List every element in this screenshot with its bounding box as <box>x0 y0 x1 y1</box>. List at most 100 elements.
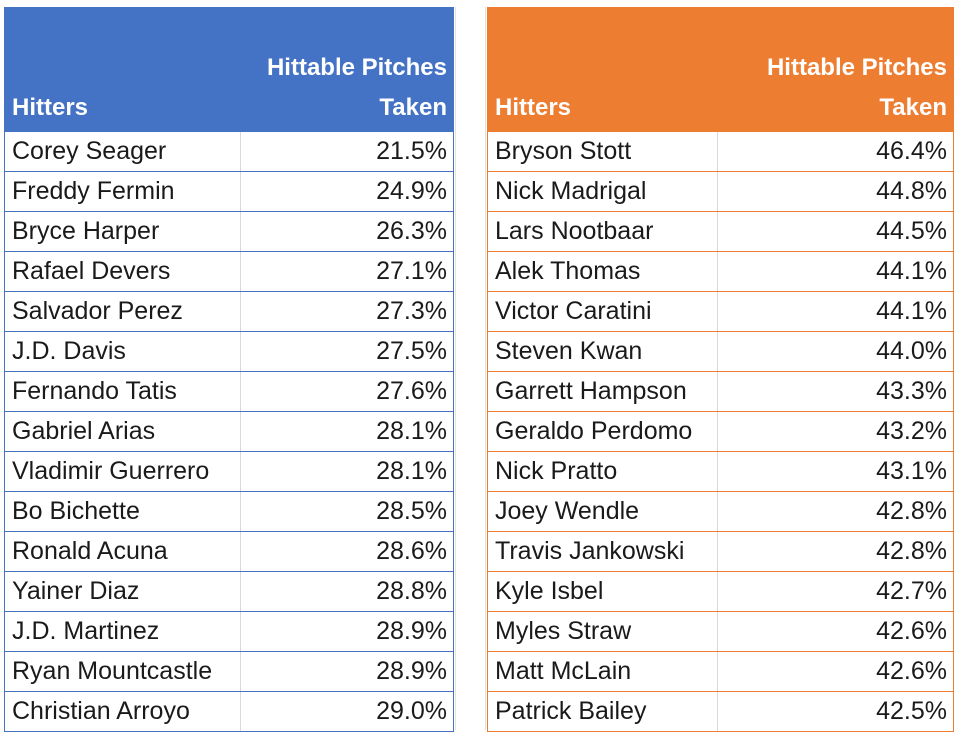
table-row: Steven Kwan 44.0% <box>487 331 954 372</box>
hitter-name-cell: Fernando Tatis <box>4 371 241 412</box>
hitter-name-cell: Myles Straw <box>487 611 718 652</box>
hittable-pitches-taken-cell: 28.5% <box>240 491 454 532</box>
hittable-pitches-taken-cell: 28.1% <box>240 411 454 452</box>
hitter-name-cell: Travis Jankowski <box>487 531 718 572</box>
column-header-hittable-pitches-taken: Hittable Pitches Taken <box>240 7 454 132</box>
table-row: Nick Madrigal 44.8% <box>487 171 954 212</box>
hittable-pitches-taken-cell: 44.8% <box>717 171 954 212</box>
hittable-pitches-taken-cell: 24.9% <box>240 171 454 212</box>
table-row: Geraldo Perdomo 43.2% <box>487 411 954 452</box>
hittable-pitches-taken-cell: 28.6% <box>240 531 454 572</box>
hittable-pitches-taken-cell: 44.1% <box>717 251 954 292</box>
least-hittable-taken-table: Hitters Hittable Pitches Taken Corey Seag… <box>4 7 454 732</box>
hittable-pitches-taken-cell: 43.3% <box>717 371 954 412</box>
table-row: Freddy Fermin 24.9% <box>4 171 454 212</box>
table-row: Lars Nootbaar 44.5% <box>487 211 954 252</box>
header-row: Hitters Hittable Pitches Taken <box>487 7 954 132</box>
hitter-name-cell: Gabriel Arias <box>4 411 241 452</box>
hittable-pitches-taken-cell: 46.4% <box>717 132 954 172</box>
hittable-pitches-taken-cell: 26.3% <box>240 211 454 252</box>
table-row: J.D. Martinez 28.9% <box>4 611 454 652</box>
hitter-name-cell: Nick Madrigal <box>487 171 718 212</box>
hittable-pitches-taken-cell: 44.5% <box>717 211 954 252</box>
table-row: Corey Seager 21.5% <box>4 132 454 172</box>
hittable-pitches-taken-cell: 28.9% <box>240 651 454 692</box>
table-row: Matt McLain 42.6% <box>487 651 954 692</box>
column-header-hittable-pitches-taken: Hittable Pitches Taken <box>717 7 954 132</box>
hitter-name-cell: Kyle Isbel <box>487 571 718 612</box>
table-row: Christian Arroyo 29.0% <box>4 691 454 732</box>
hittable-pitches-taken-cell: 21.5% <box>240 132 454 172</box>
hitter-name-cell: Alek Thomas <box>487 251 718 292</box>
table-row: Rafael Devers 27.1% <box>4 251 454 292</box>
table-row: Vladimir Guerrero 28.1% <box>4 451 454 492</box>
table-row: Travis Jankowski 42.8% <box>487 531 954 572</box>
hitter-name-cell: Rafael Devers <box>4 251 241 292</box>
hitter-name-cell: Nick Pratto <box>487 451 718 492</box>
column-header-hitters: Hitters <box>4 7 241 132</box>
hitter-name-cell: Corey Seager <box>4 132 241 172</box>
table-row: J.D. Davis 27.5% <box>4 331 454 372</box>
hitter-name-cell: Freddy Fermin <box>4 171 241 212</box>
hitter-name-cell: Lars Nootbaar <box>487 211 718 252</box>
table-body: Corey Seager 21.5% Freddy Fermin 24.9% Bryce… <box>4 132 454 732</box>
hittable-pitches-taken-cell: 28.1% <box>240 451 454 492</box>
hitter-name-cell: Garrett Hampson <box>487 371 718 412</box>
hitter-name-cell: J.D. Martinez <box>4 611 241 652</box>
hittable-pitches-taken-cell: 28.9% <box>240 611 454 652</box>
table-row: Ryan Mountcastle 28.9% <box>4 651 454 692</box>
table-row: Myles Straw 42.6% <box>487 611 954 652</box>
hittable-pitches-taken-cell: 27.1% <box>240 251 454 292</box>
table-row: Patrick Bailey 42.5% <box>487 691 954 732</box>
hittable-pitches-taken-cell: 44.0% <box>717 331 954 372</box>
hittable-pitches-taken-cell: 42.7% <box>717 571 954 612</box>
hitter-name-cell: Geraldo Perdomo <box>487 411 718 452</box>
hitter-name-cell: Victor Caratini <box>487 291 718 332</box>
table-row: Victor Caratini 44.1% <box>487 291 954 332</box>
table-row: Alek Thomas 44.1% <box>487 251 954 292</box>
hitter-name-cell: Christian Arroyo <box>4 691 241 732</box>
hittable-pitches-taken-cell: 42.8% <box>717 491 954 532</box>
hitter-name-cell: Ronald Acuna <box>4 531 241 572</box>
table-row: Bryson Stott 46.4% <box>487 132 954 172</box>
hitter-name-cell: Bo Bichette <box>4 491 241 532</box>
hitter-name-cell: Yainer Diaz <box>4 571 241 612</box>
hitter-name-cell: Vladimir Guerrero <box>4 451 241 492</box>
hitter-name-cell: Bryce Harper <box>4 211 241 252</box>
header-row: Hitters Hittable Pitches Taken <box>4 7 454 132</box>
hitter-name-cell: Steven Kwan <box>487 331 718 372</box>
most-hittable-taken-table: Hitters Hittable Pitches Taken Bryson Sto… <box>487 7 954 732</box>
hittable-pitches-taken-cell: 42.8% <box>717 531 954 572</box>
hittable-pitches-taken-cell: 42.6% <box>717 611 954 652</box>
table-row: Fernando Tatis 27.6% <box>4 371 454 412</box>
table-body: Bryson Stott 46.4% Nick Madrigal 44.8% Lars … <box>487 132 954 732</box>
hittable-pitches-taken-cell: 42.5% <box>717 691 954 732</box>
table-gap <box>455 7 486 730</box>
hittable-pitches-taken-cell: 29.0% <box>240 691 454 732</box>
table-row: Joey Wendle 42.8% <box>487 491 954 532</box>
table-row: Gabriel Arias 28.1% <box>4 411 454 452</box>
table-row: Garrett Hampson 43.3% <box>487 371 954 412</box>
table-row: Nick Pratto 43.1% <box>487 451 954 492</box>
hittable-pitches-taken-cell: 42.6% <box>717 651 954 692</box>
hitter-name-cell: Joey Wendle <box>487 491 718 532</box>
hitter-name-cell: Ryan Mountcastle <box>4 651 241 692</box>
hitter-name-cell: Matt McLain <box>487 651 718 692</box>
hitter-name-cell: Patrick Bailey <box>487 691 718 732</box>
column-header-hitters: Hitters <box>487 7 718 132</box>
hitter-name-cell: Salvador Perez <box>4 291 241 332</box>
hittable-pitches-taken-cell: 27.3% <box>240 291 454 332</box>
hitter-name-cell: Bryson Stott <box>487 132 718 172</box>
table-row: Bo Bichette 28.5% <box>4 491 454 532</box>
hittable-pitches-taken-cell: 28.8% <box>240 571 454 612</box>
hittable-pitches-taken-cell: 27.6% <box>240 371 454 412</box>
hittable-pitches-taken-cell: 44.1% <box>717 291 954 332</box>
table-row: Ronald Acuna 28.6% <box>4 531 454 572</box>
table-row: Kyle Isbel 42.7% <box>487 571 954 612</box>
hitter-name-cell: J.D. Davis <box>4 331 241 372</box>
table-row: Salvador Perez 27.3% <box>4 291 454 332</box>
hittable-pitches-taken-cell: 27.5% <box>240 331 454 372</box>
hittable-pitches-taken-cell: 43.2% <box>717 411 954 452</box>
table-row: Bryce Harper 26.3% <box>4 211 454 252</box>
hittable-pitches-taken-cell: 43.1% <box>717 451 954 492</box>
